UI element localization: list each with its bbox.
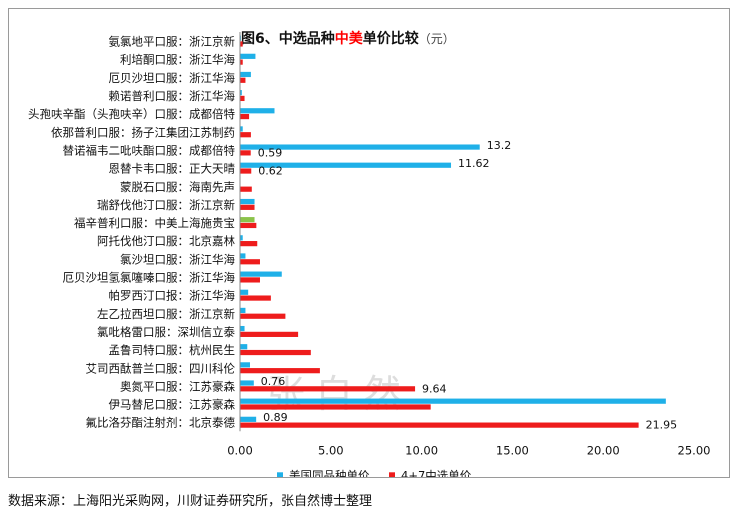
category-label: 阿托伐他汀口服：北京嘉林 — [97, 234, 235, 248]
cn-price-bar — [240, 241, 258, 247]
category-label: 奥氮平口服：江苏豪森 — [120, 379, 235, 393]
cn-price-bar — [240, 132, 251, 138]
us-price-bar — [240, 126, 243, 132]
us-price-bar — [240, 235, 243, 241]
category-labels: 氨氯地平口服：浙江京新利培酮口服：浙江华海厄贝沙坦口服：浙江华海赖诺普利口服：浙… — [28, 35, 235, 430]
data-label: 0.89 — [263, 411, 288, 424]
cn-price-bar — [240, 77, 246, 83]
cn-price-bar — [240, 41, 243, 47]
us-price-bar — [240, 71, 251, 78]
us-price-bar — [240, 344, 248, 350]
cn-price-bar — [240, 422, 639, 428]
cn-price-bar — [240, 95, 245, 102]
cn-price-bar — [240, 277, 260, 283]
us-price-bar — [240, 271, 282, 277]
category-label: 蒙脱石口服：海南先声 — [120, 180, 235, 194]
us-price-bar — [240, 253, 246, 259]
x-tick-label: 0.00 — [227, 443, 253, 457]
category-label: 厄贝沙坦氢氯噻嗪口服：浙江华海 — [63, 271, 236, 285]
us-price-bar — [240, 398, 666, 404]
us-price-bar — [240, 108, 275, 114]
chart-title: 图6、中选品种中美单价比较（元） — [241, 30, 455, 47]
category-label: 瑞舒伐他汀口服：浙江京新 — [97, 198, 235, 212]
data-label: 21.95 — [646, 419, 678, 432]
category-label: 帕罗西汀口报：浙江华海 — [109, 289, 236, 303]
legend-label: 4+7中选单价 — [401, 468, 472, 477]
category-label: 头孢呋辛酯（头孢呋辛）口服：成都倍特 — [28, 107, 235, 121]
cn-price-bar — [240, 204, 255, 210]
data-label: 0.62 — [258, 165, 283, 178]
cn-price-bar — [240, 313, 286, 319]
us-price-bar — [240, 380, 254, 386]
category-label: 利培酮口服：浙江华海 — [120, 53, 235, 67]
category-label: 氯吡格雷口服：深圳信立泰 — [97, 325, 235, 339]
chart-title-prefix: 图6、中选品种 — [241, 30, 335, 47]
cn-price-bar — [240, 404, 431, 410]
us-price-bar — [240, 162, 452, 168]
legend-swatch — [277, 472, 283, 477]
category-label: 恩替卡韦口服：正大天晴 — [109, 162, 236, 176]
us-price-bar — [240, 325, 245, 332]
cn-price-bar — [240, 259, 260, 265]
us-price-bar — [240, 144, 480, 150]
data-label: 11.62 — [458, 157, 490, 170]
data-label: 0.76 — [261, 375, 286, 388]
category-label: 氨氯地平口服：浙江京新 — [109, 35, 236, 49]
category-label: 氟比洛芬酯注射剂：北京泰德 — [86, 416, 236, 430]
cn-price-bar — [240, 331, 299, 337]
us-price-bar — [240, 289, 249, 295]
x-tick-label: 5.00 — [318, 443, 344, 457]
chart-title-highlight: 中美 — [335, 30, 364, 47]
us-price-bar — [240, 90, 242, 96]
cn-price-bar — [240, 186, 252, 192]
legend-swatch — [389, 472, 395, 477]
category-label: 伊马替尼口服：江苏豪森 — [109, 398, 236, 412]
cn-price-bar — [240, 222, 257, 229]
legend: 美国同品种单价 4+7中选单价 — [277, 468, 472, 477]
chart-title-unit: （元） — [419, 32, 455, 46]
data-label: 0.59 — [258, 146, 283, 159]
x-tick-label: 25.00 — [678, 443, 711, 457]
category-label: 孟鲁司特口服：杭州民生 — [109, 343, 236, 357]
category-label: 赖诺普利口服：浙江华海 — [109, 89, 236, 103]
us-price-bar — [240, 198, 255, 205]
chart-title-suffix: 单价比较 — [363, 30, 419, 47]
us-price-bar — [240, 217, 255, 223]
cn-price-bar — [240, 59, 243, 65]
cn-price-bar — [240, 168, 252, 174]
cn-price-bar — [240, 368, 320, 374]
us-price-bar — [240, 307, 246, 314]
cn-price-bar — [240, 113, 250, 120]
x-axis-ticks: 0.00 5.00 10.00 15.00 20.00 25.00 — [227, 443, 710, 457]
legend-label: 美国同品种单价 — [289, 468, 370, 477]
category-label: 福辛普利口服：中美上海施贵宝 — [74, 216, 235, 230]
category-label: 左乙拉西坦口服：浙江京新 — [97, 307, 235, 321]
us-price-bar — [240, 362, 250, 368]
data-labels: 13.2 0.59 11.62 0.62 0.76 9.64 0.89 21.95 — [258, 139, 677, 432]
cn-price-bar — [240, 150, 251, 156]
cn-price-bar — [240, 386, 416, 392]
cn-price-bar — [240, 349, 311, 356]
category-label: 依那普利口服：扬子江集团江苏制药 — [51, 125, 235, 139]
bars-group — [240, 35, 666, 428]
source-note: 数据来源：上海阳光采购网，川财证券研究所，张自然博士整理 — [8, 494, 373, 509]
category-label: 氯沙坦口服：浙江华海 — [120, 252, 235, 266]
bar-chart: 图6、中选品种中美单价比较（元） 张自然 氨氯地平口服：浙江京新利培酮口服：浙江… — [28, 30, 710, 477]
data-label: 9.64 — [422, 382, 447, 395]
x-tick-label: 20.00 — [587, 443, 620, 457]
category-label: 厄贝沙坦口服：浙江华海 — [109, 71, 236, 85]
cn-price-bar — [240, 295, 271, 301]
data-label: 13.2 — [487, 139, 512, 152]
x-tick-label: 10.00 — [405, 443, 438, 457]
us-price-bar — [240, 416, 257, 422]
x-tick-label: 15.00 — [496, 443, 529, 457]
category-label: 替诺福韦二吡呋酯口服：成都倍特 — [63, 143, 236, 157]
category-label: 艾司西酞普兰口服：四川科伦 — [86, 361, 236, 375]
us-price-bar — [240, 53, 256, 59]
chart-frame: 图6、中选品种中美单价比较（元） 张自然 氨氯地平口服：浙江京新 利培酮口服：浙江… — [8, 8, 730, 478]
